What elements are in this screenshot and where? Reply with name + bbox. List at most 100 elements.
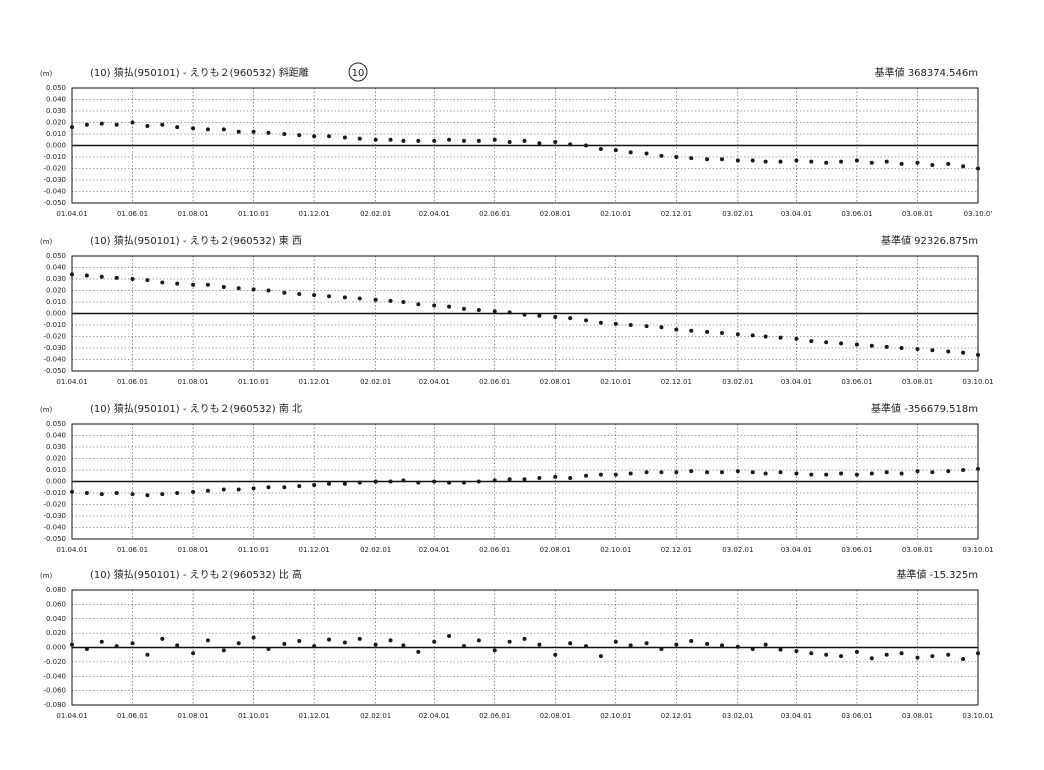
x-tick-label: 01.04.01 [56, 712, 87, 720]
annotation: 10 [352, 68, 365, 79]
point [476, 138, 481, 143]
point [130, 492, 135, 497]
y-tick-label: 0.020 [46, 119, 66, 127]
point [522, 138, 527, 143]
point [282, 132, 287, 136]
point [584, 143, 589, 148]
point [854, 472, 859, 477]
point [899, 651, 904, 656]
y-tick-label: -0.040 [43, 356, 66, 364]
point [869, 471, 874, 476]
point [659, 153, 664, 158]
x-tick-label: 03.08.01 [902, 210, 933, 218]
point [175, 643, 180, 648]
point [644, 470, 649, 475]
point [160, 492, 165, 497]
point [221, 127, 226, 132]
point [628, 471, 633, 476]
point [915, 655, 920, 660]
point [553, 314, 558, 319]
point [114, 275, 119, 280]
x-tick-label: 02.06.01 [479, 546, 510, 554]
point [735, 158, 740, 163]
x-tick-label: 03.04.01 [781, 378, 812, 386]
point [537, 642, 542, 647]
y-tick-label: 0.010 [46, 466, 66, 474]
point [869, 343, 874, 348]
point [251, 635, 256, 640]
x-tick-label: 01.04.01 [56, 210, 87, 218]
point [432, 639, 437, 644]
x-tick-label: 02.12.01 [661, 210, 692, 218]
point [266, 485, 271, 490]
point [628, 643, 633, 648]
x-tick-label: 03.06.01 [841, 712, 872, 720]
point [644, 324, 649, 329]
point [584, 318, 589, 323]
point [401, 643, 406, 648]
point [884, 159, 889, 164]
point [461, 644, 466, 649]
point [537, 476, 542, 481]
point [160, 122, 165, 127]
point [778, 647, 783, 652]
y-tick-label: -0.010 [43, 153, 66, 161]
title: (10) 猿払(950101) - えりも２(960532) 東 西 [90, 234, 302, 247]
point [719, 331, 724, 336]
x-tick-label: 02.10.01 [600, 546, 631, 554]
x-tick-label: 01.06.01 [117, 210, 148, 218]
point [930, 470, 935, 475]
x-tick-label: 02.08.01 [540, 378, 571, 386]
point [236, 487, 241, 492]
point [70, 272, 74, 277]
point [416, 649, 421, 654]
x-tick-label: 02.06.01 [479, 210, 510, 218]
point [976, 166, 980, 171]
point [899, 471, 904, 476]
y-tick-label: 0.040 [46, 264, 66, 272]
point [416, 302, 421, 307]
point [839, 341, 844, 346]
point [613, 639, 618, 644]
reference-value: 基準値 368374.546m [875, 66, 978, 79]
point [794, 649, 799, 654]
point [884, 470, 889, 475]
x-tick-label: 03.08.01 [902, 712, 933, 720]
point [735, 469, 740, 474]
point [175, 491, 180, 495]
point [266, 646, 271, 651]
reference-value: 基準値 -356679.518m [871, 402, 978, 415]
y-tick-label: 0.060 [46, 600, 66, 608]
point [160, 280, 165, 285]
point [130, 277, 135, 281]
y-tick-label: -0.020 [43, 165, 66, 173]
point [674, 327, 679, 332]
x-tick-label: 02.04.01 [419, 712, 450, 720]
point [251, 129, 256, 134]
point [598, 654, 603, 659]
y-axis-label: (m) [40, 238, 53, 246]
point [899, 346, 904, 350]
y-tick-label: -0.040 [43, 188, 66, 196]
point [839, 159, 844, 164]
y-axis-label: (m) [40, 572, 53, 580]
y-tick-label: -0.040 [43, 524, 66, 532]
y-tick-label: 0.030 [46, 275, 66, 283]
point [327, 481, 332, 486]
point [70, 489, 74, 494]
x-tick-label: 03.10.01 [962, 546, 993, 554]
y-tick-label: -0.020 [43, 501, 66, 509]
y-tick-label: 0.000 [46, 310, 66, 318]
x-tick-label: 03.02.01 [722, 378, 753, 386]
point [297, 639, 302, 644]
plot-frame [71, 589, 979, 706]
point [388, 137, 393, 142]
y-tick-label: 0.050 [46, 252, 66, 260]
point [205, 488, 210, 493]
point [854, 158, 859, 163]
x-tick-label: 03.02.01 [722, 546, 753, 554]
point [416, 138, 421, 143]
point [70, 642, 74, 647]
point [221, 285, 226, 290]
